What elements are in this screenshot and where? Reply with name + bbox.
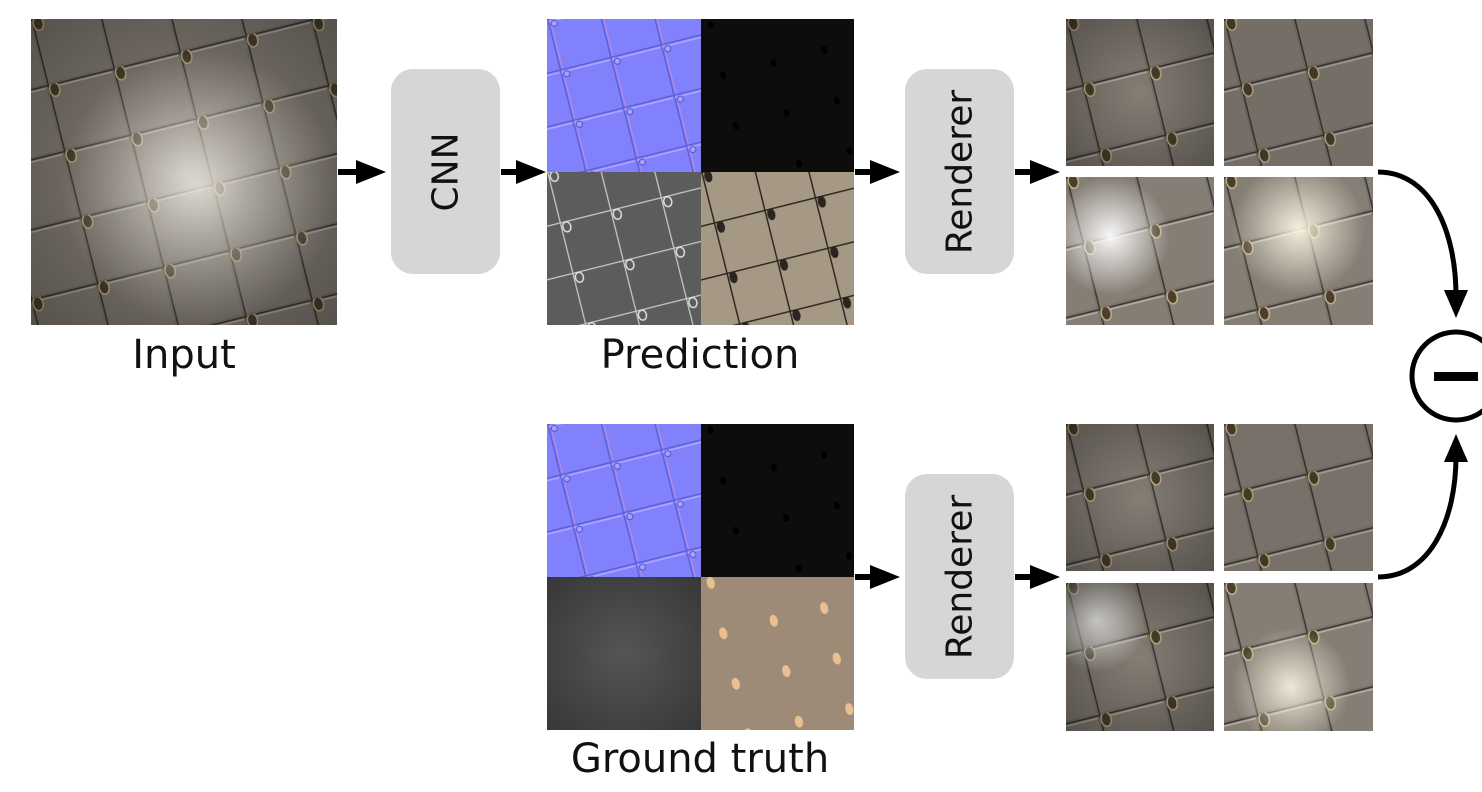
input-image (31, 19, 337, 325)
input-caption: Input (132, 332, 236, 378)
curve-top-to-difference (1377, 169, 1468, 318)
arrow-input-to-cnn (338, 160, 386, 184)
prediction-roughness-map (547, 172, 701, 325)
ground-truth-rendering-2 (1224, 424, 1373, 571)
prediction-rendering-2 (1224, 19, 1373, 166)
minus-circle-icon (1409, 329, 1482, 423)
renderer-bottom-label: Renderer (939, 494, 980, 659)
ground-truth-rendering-3 (1066, 583, 1214, 731)
prediction-specular-map (701, 19, 854, 172)
renderer-top-block: Renderer (905, 69, 1014, 274)
prediction-diffuse-map (701, 172, 854, 325)
cnn-label: CNN (425, 132, 466, 211)
curve-bottom-to-difference (1377, 434, 1468, 580)
ground-truth-rendering-1 (1066, 424, 1214, 571)
ground-truth-normal-map (547, 424, 701, 577)
ground-truth-caption: Ground truth (570, 736, 830, 782)
prediction-rendering-4 (1224, 177, 1373, 325)
arrow-groundtruth-to-renderer (855, 565, 900, 589)
prediction-normal-map (547, 19, 701, 172)
arrow-prediction-to-renderer (855, 160, 900, 184)
renderer-bottom-block: Renderer (905, 474, 1014, 679)
cnn-block: CNN (391, 69, 500, 274)
arrow-cnn-to-prediction (501, 160, 546, 184)
prediction-rendering-3 (1066, 177, 1214, 325)
ground-truth-specular-map (701, 424, 854, 577)
prediction-caption: Prediction (600, 332, 800, 378)
prediction-rendering-1 (1066, 19, 1214, 166)
ground-truth-diffuse-map (701, 577, 854, 730)
arrow-renderer-to-renderings-bottom (1015, 565, 1060, 589)
ground-truth-rendering-4 (1224, 583, 1373, 731)
renderer-top-label: Renderer (939, 89, 980, 254)
arrow-renderer-to-renderings-top (1015, 160, 1060, 184)
ground-truth-roughness-map (547, 577, 701, 730)
